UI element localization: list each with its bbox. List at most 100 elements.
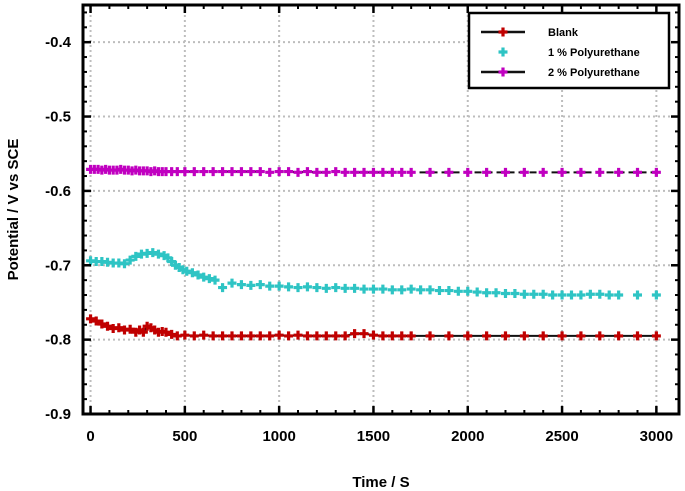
x-axis-title: Time / S bbox=[352, 474, 409, 491]
data-point bbox=[312, 331, 322, 341]
data-point bbox=[138, 327, 148, 337]
data-point bbox=[125, 255, 135, 265]
data-point bbox=[406, 167, 416, 177]
data-point bbox=[208, 331, 218, 341]
data-point bbox=[595, 167, 605, 177]
data-point bbox=[368, 330, 378, 340]
data-point bbox=[180, 167, 190, 177]
data-point bbox=[557, 167, 567, 177]
data-point bbox=[482, 288, 492, 298]
legend-marker bbox=[498, 47, 508, 57]
legend-marker bbox=[498, 67, 508, 77]
data-point bbox=[651, 167, 661, 177]
data-point bbox=[378, 284, 388, 294]
legend: Blank 1 % Polyurethane 2 % Polyurethane bbox=[467, 11, 671, 90]
data-point bbox=[312, 167, 322, 177]
data-point bbox=[566, 290, 576, 300]
data-point bbox=[519, 289, 529, 299]
data-point bbox=[463, 331, 473, 341]
data-point bbox=[576, 167, 586, 177]
data-point bbox=[131, 251, 141, 261]
data-point bbox=[368, 284, 378, 294]
data-point bbox=[236, 331, 246, 341]
data-point bbox=[331, 167, 341, 177]
y-tick-label: -0.5 bbox=[45, 109, 71, 126]
data-point bbox=[274, 330, 284, 340]
data-point bbox=[397, 331, 407, 341]
data-point bbox=[472, 287, 482, 297]
data-point bbox=[331, 283, 341, 293]
data-point bbox=[378, 167, 388, 177]
axis-ticks bbox=[83, 5, 679, 416]
data-point bbox=[246, 331, 256, 341]
data-point bbox=[425, 167, 435, 177]
data-point bbox=[187, 268, 197, 278]
data-point bbox=[463, 167, 473, 177]
data-point bbox=[350, 283, 360, 293]
data-point bbox=[227, 278, 237, 288]
data-point bbox=[350, 329, 360, 339]
data-point bbox=[114, 323, 124, 333]
data-point bbox=[284, 331, 294, 341]
x-tick-label: 2000 bbox=[451, 428, 484, 445]
data-point bbox=[500, 167, 510, 177]
data-point bbox=[172, 167, 182, 177]
data-point bbox=[538, 167, 548, 177]
data-point bbox=[340, 331, 350, 341]
data-point bbox=[633, 290, 643, 300]
data-point bbox=[227, 167, 237, 177]
data-point bbox=[218, 283, 228, 293]
x-tick-label: 1500 bbox=[357, 428, 390, 445]
data-point bbox=[557, 331, 567, 341]
data-point bbox=[236, 167, 246, 177]
data-point bbox=[119, 259, 129, 269]
data-point bbox=[387, 285, 397, 295]
data-point bbox=[359, 329, 369, 339]
data-point bbox=[614, 290, 624, 300]
data-point bbox=[519, 331, 529, 341]
data-point bbox=[453, 286, 463, 296]
data-point bbox=[633, 167, 643, 177]
y-axis-title: Potential / V vs SCE bbox=[5, 139, 22, 281]
data-point bbox=[510, 289, 520, 299]
data-point bbox=[368, 167, 378, 177]
y-tick-label: -0.8 bbox=[45, 332, 71, 349]
plot-frame bbox=[81, 3, 681, 416]
legend-label: 2 % Polyurethane bbox=[548, 67, 640, 79]
data-point bbox=[557, 290, 567, 300]
data-point bbox=[387, 331, 397, 341]
data-point bbox=[500, 331, 510, 341]
data-point bbox=[103, 321, 113, 331]
data-point bbox=[425, 331, 435, 341]
data-point bbox=[189, 331, 199, 341]
data-point bbox=[331, 331, 341, 341]
data-point bbox=[350, 167, 360, 177]
data-point bbox=[193, 270, 203, 280]
series-layer bbox=[86, 164, 661, 341]
data-point bbox=[425, 285, 435, 295]
data-point bbox=[312, 283, 322, 293]
data-point bbox=[614, 331, 624, 341]
data-point bbox=[265, 281, 275, 291]
data-point bbox=[180, 330, 190, 340]
data-point bbox=[91, 316, 101, 326]
legend-marker bbox=[498, 27, 508, 37]
data-point bbox=[397, 285, 407, 295]
data-point bbox=[340, 283, 350, 293]
data-point bbox=[321, 331, 331, 341]
data-point bbox=[444, 167, 454, 177]
data-point bbox=[274, 167, 284, 177]
data-point bbox=[302, 331, 312, 341]
data-point bbox=[538, 289, 548, 299]
data-point bbox=[302, 167, 312, 177]
data-point bbox=[255, 167, 265, 177]
data-point bbox=[274, 281, 284, 291]
data-point bbox=[210, 275, 220, 285]
data-point bbox=[293, 283, 303, 293]
data-point bbox=[651, 290, 661, 300]
data-point bbox=[463, 286, 473, 296]
data-point bbox=[265, 167, 275, 177]
series-2 bbox=[86, 164, 661, 177]
y-tick-label: -0.9 bbox=[45, 406, 71, 423]
data-point bbox=[208, 167, 218, 177]
